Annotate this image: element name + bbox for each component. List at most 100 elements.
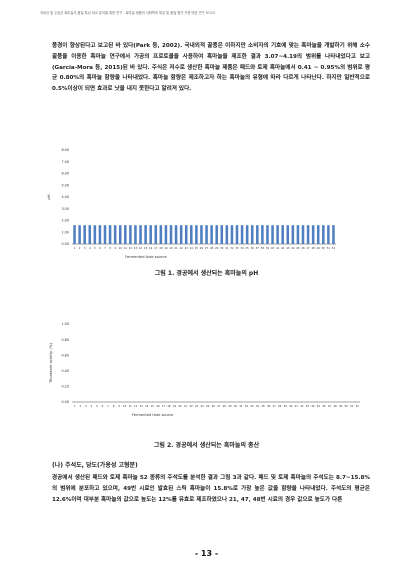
x-tick-label: 30 (220, 246, 224, 250)
x-tick-label: 25 (206, 404, 210, 408)
x-tick-label: 36 (251, 246, 255, 250)
x-tick-label: 11 (124, 246, 128, 250)
y-tick-label: 0.00 (61, 242, 69, 246)
x-tick-label: 14 (139, 246, 143, 250)
x-tick-label: 52 (332, 246, 336, 250)
bar (251, 225, 254, 244)
bar (215, 225, 218, 244)
y-tick-label: 1.00 (61, 230, 69, 234)
bar (170, 225, 173, 244)
x-tick-label: 42 (281, 246, 285, 250)
bar (241, 225, 244, 244)
bar (155, 225, 158, 244)
bar (266, 225, 269, 244)
running-header: 국내산 및 수입산 흑마늘의 품질 특성 비교 분석을 위한 연구 - 흑마늘 … (40, 10, 380, 15)
bar (139, 225, 142, 244)
x-tick-label: 43 (306, 404, 310, 408)
x-tick-label: 15 (151, 404, 155, 408)
y-tick-label: 5.00 (61, 183, 69, 187)
x-tick-label: 19 (173, 404, 177, 408)
x-tick-label: 22 (189, 404, 193, 408)
y-tick-label: 0.20 (61, 385, 69, 389)
x-tick-label: 50 (344, 404, 348, 408)
x-tick-label: 32 (245, 404, 249, 408)
figure-2-caption: 그림 2. 경공에서 생산되는 흑마늘의 총산 (0, 440, 413, 449)
bar (312, 225, 315, 244)
y-tick-label: 7.00 (61, 160, 69, 164)
x-tick-label: 46 (322, 404, 326, 408)
y-tick-label: 0.80 (61, 338, 69, 342)
x-tick-label: 42 (300, 404, 304, 408)
x-tick-label: 36 (267, 404, 271, 408)
bar (236, 225, 239, 244)
x-tick-label: 13 (134, 246, 138, 250)
bar (327, 225, 330, 244)
x-tick-label: 7 (107, 404, 109, 408)
y-tick-label: 3.00 (61, 207, 69, 211)
x-tick-label: 26 (200, 246, 204, 250)
x-tick-label: 52 (356, 404, 360, 408)
x-tick-label: 40 (271, 246, 275, 250)
x-tick-label: 44 (291, 246, 295, 250)
x-tick-label: 51 (327, 246, 331, 250)
x-tick-label: 41 (276, 246, 280, 250)
x-tick-label: 16 (149, 246, 153, 250)
x-tick-label: 11 (128, 404, 132, 408)
x-tick-label: 10 (123, 404, 127, 408)
bar (261, 225, 264, 244)
x-tick-label: 34 (240, 246, 244, 250)
y-tick-label: 8.00 (61, 148, 69, 152)
bar (119, 225, 122, 244)
x-tick-label: 21 (184, 404, 188, 408)
bar (78, 225, 81, 244)
x-tick-label: 18 (167, 404, 171, 408)
x-tick-label: 33 (235, 246, 239, 250)
bar (200, 225, 203, 244)
x-tick-label: 8 (113, 404, 115, 408)
bar (109, 225, 112, 244)
x-tick-label: 9 (114, 246, 116, 250)
x-tick-label: 26 (212, 404, 216, 408)
x-tick-label: 17 (162, 404, 166, 408)
x-tick-label: 40 (289, 404, 293, 408)
x-tick-label: 19 (164, 246, 168, 250)
x-tick-label: 20 (169, 246, 173, 250)
x-tick-label: 13 (140, 404, 144, 408)
x-tick-label: 35 (245, 246, 249, 250)
bar (226, 225, 229, 244)
x-axis-label: Fermented tiste source (125, 255, 167, 259)
page-number: - 13 - (0, 549, 413, 558)
x-tick-label: 49 (339, 404, 343, 408)
x-tick-label: 5 (96, 404, 98, 408)
x-tick-label: 41 (295, 404, 299, 408)
bar (332, 225, 335, 244)
bar (256, 225, 259, 244)
x-tick-label: 24 (200, 404, 204, 408)
x-tick-label: 5 (94, 246, 96, 250)
x-tick-label: 20 (178, 404, 182, 408)
bar (195, 225, 198, 244)
x-tick-label: 37 (272, 404, 276, 408)
bar (221, 225, 224, 244)
x-tick-label: 4 (89, 246, 91, 250)
bar (185, 225, 188, 244)
x-tick-label: 12 (134, 404, 138, 408)
bar (149, 225, 152, 244)
x-tick-label: 39 (266, 246, 270, 250)
bar (190, 225, 193, 244)
x-tick-label: 37 (256, 246, 260, 250)
bar (307, 225, 310, 244)
y-axis-label: Titratable acidity (%) (48, 343, 53, 384)
x-tick-label: 30 (234, 404, 238, 408)
y-tick-label: 2.00 (61, 219, 69, 223)
x-tick-label: 23 (185, 246, 189, 250)
figure-1-caption: 그림 1. 경공에서 생산되는 흑마늘의 pH (0, 268, 413, 277)
bar (73, 225, 76, 244)
x-tick-label: 29 (228, 404, 232, 408)
ph-bar-chart: 0.00 1.00 2.00 3.00 4.00 5.00 6.00 7.00 8.00 pH Fe… (40, 140, 380, 260)
bar (302, 225, 305, 244)
x-tick-label: 29 (215, 246, 219, 250)
x-tick-label: 31 (225, 246, 229, 250)
x-tick-label: 3 (84, 246, 86, 250)
y-axis-label: pH (46, 194, 51, 199)
